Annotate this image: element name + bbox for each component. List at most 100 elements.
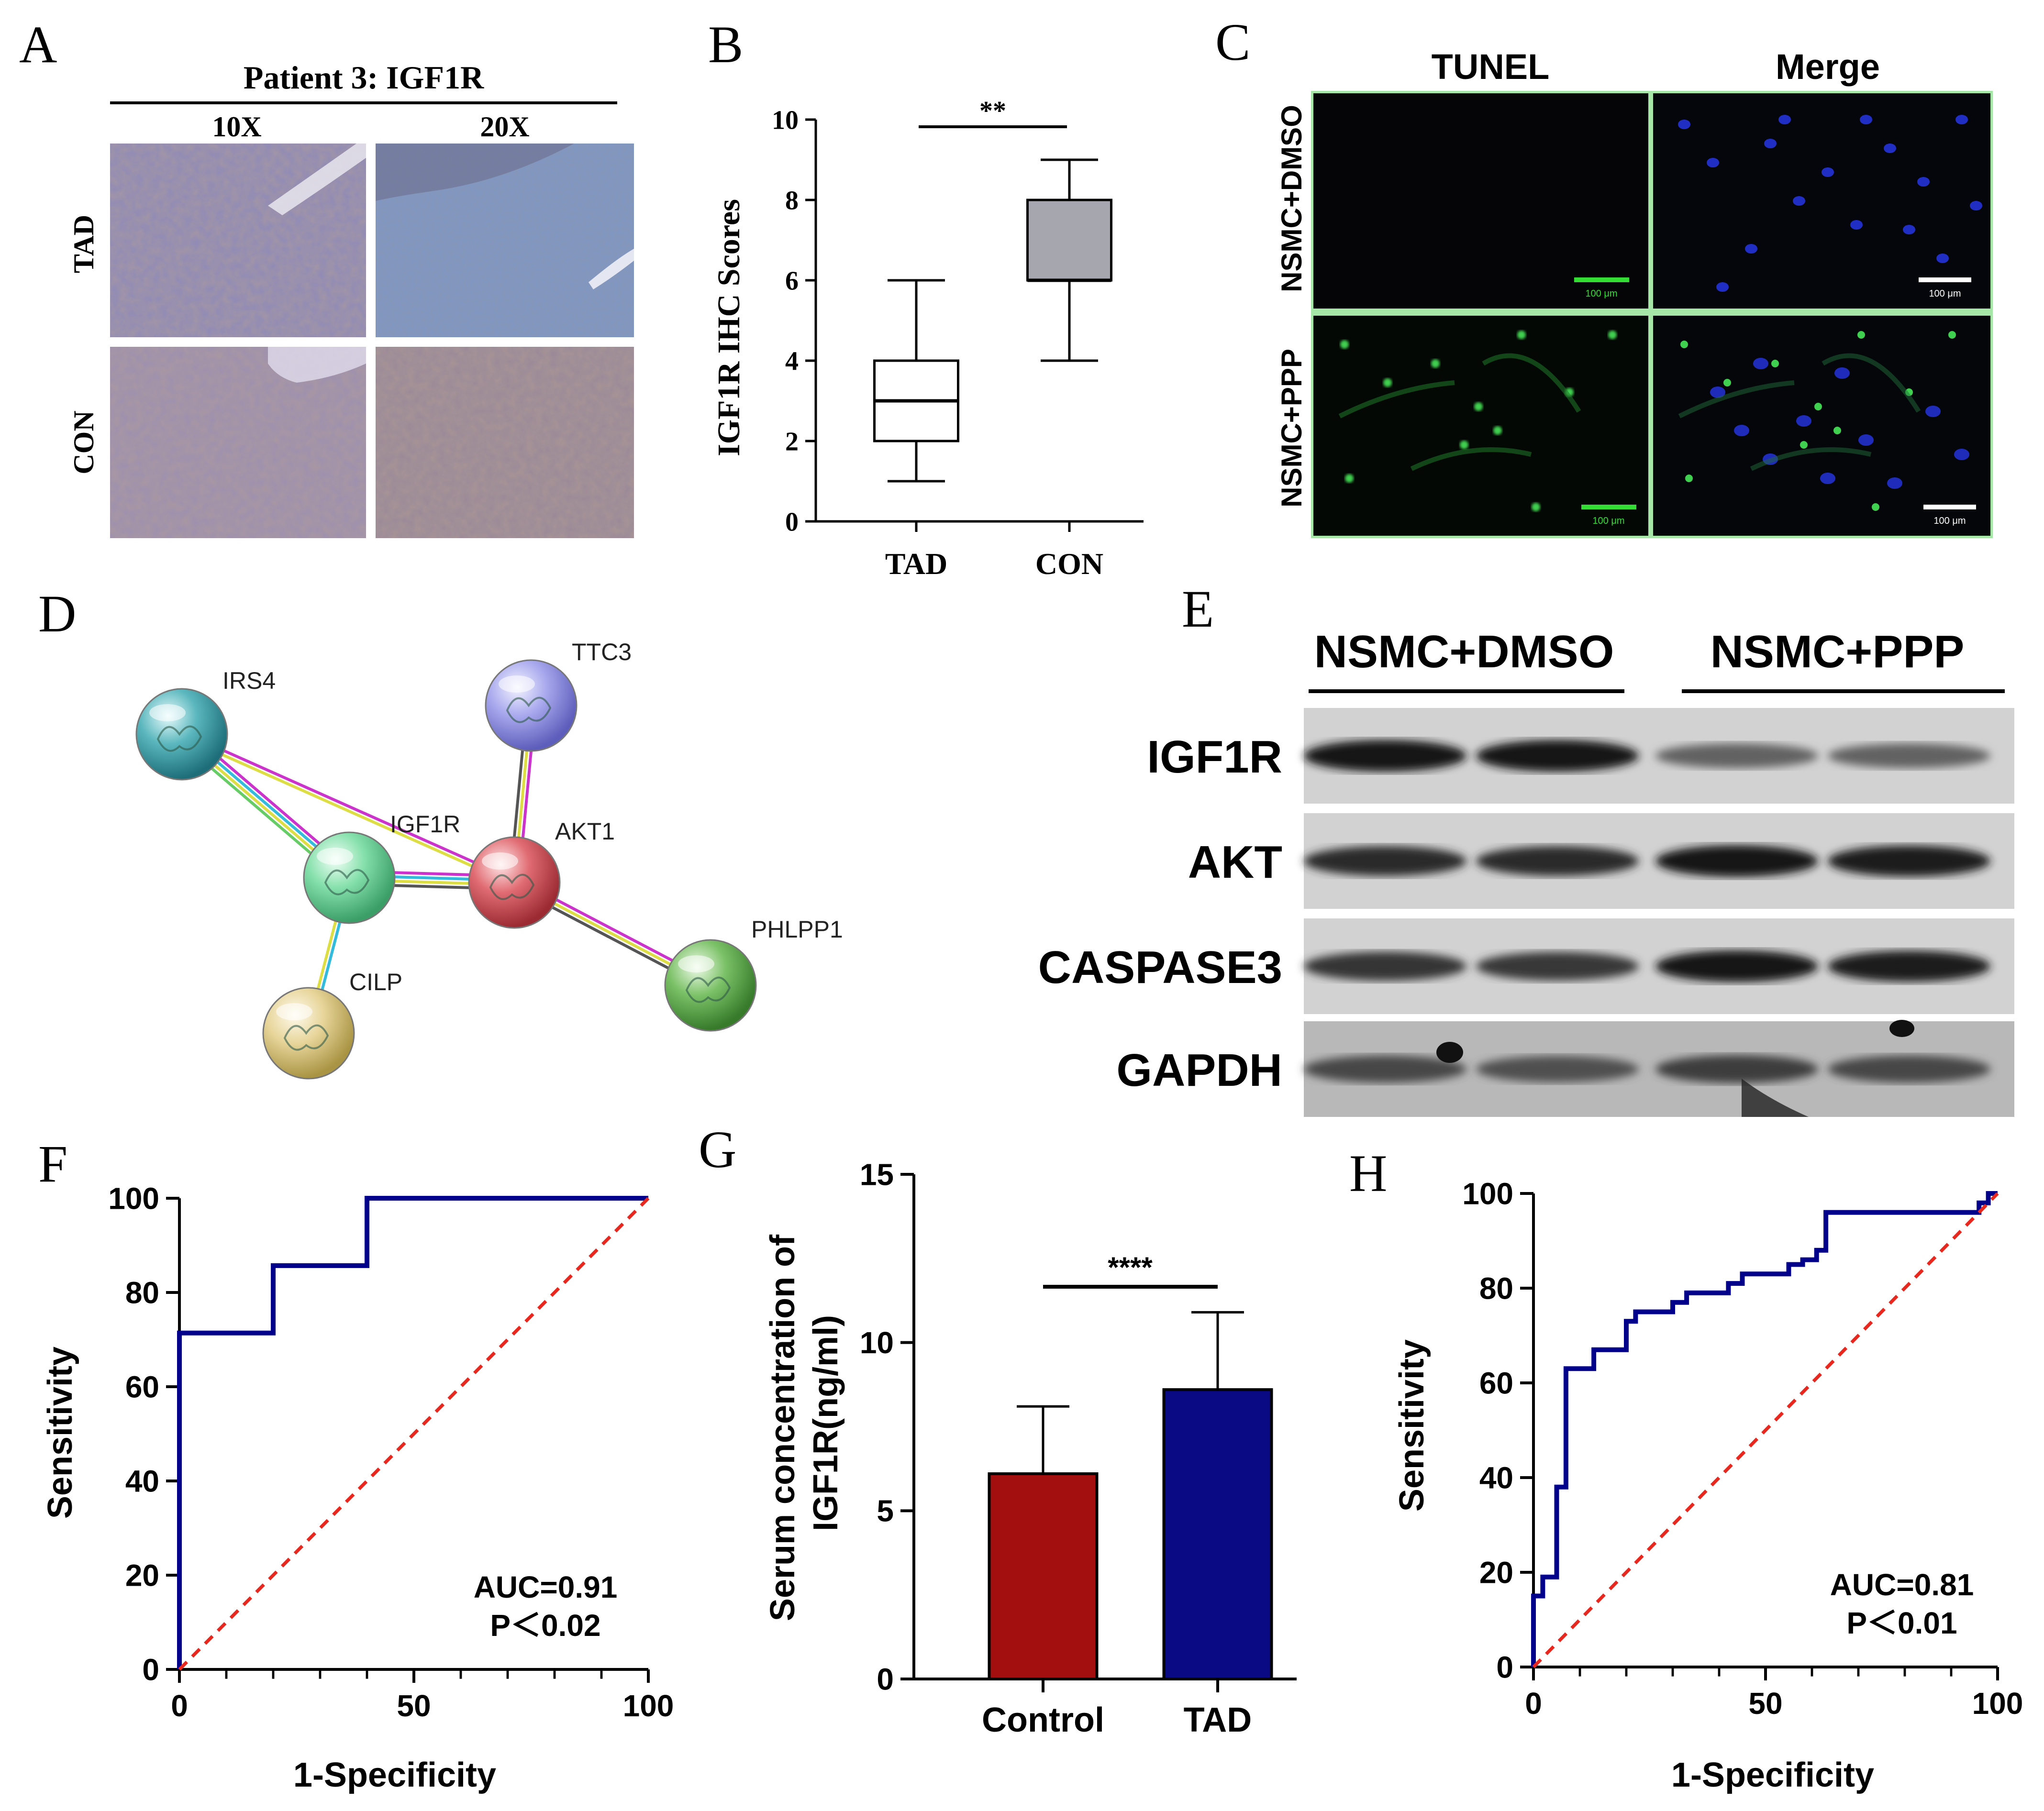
tunel-cytoplasm-strand [1482, 353, 1581, 413]
svg-text:100 μm: 100 μm [1933, 516, 1966, 526]
blot-band [1476, 1056, 1639, 1082]
y-tick-label: 8 [785, 186, 799, 216]
merge-cytoplasm-strand [1822, 353, 1921, 413]
x-tick-label-tad: TAD [1184, 1701, 1252, 1739]
panel-f-xlabel: 1-Specificity [293, 1756, 496, 1794]
panel-a-col-20x: 20X [480, 111, 529, 143]
blot-band [1304, 740, 1466, 772]
edge-irs4-akt1 [182, 731, 516, 882]
node-highlight [678, 955, 714, 972]
network-edges [177, 705, 713, 1034]
node-highlight [276, 1003, 312, 1020]
node-structure-icon [324, 869, 370, 895]
blot-band [1828, 950, 1990, 982]
tunel-dmso-image [1313, 93, 1648, 309]
y-tick-label: 80 [1479, 1271, 1513, 1305]
y-tick-label: 40 [125, 1464, 159, 1498]
nucleus-dot-dmso [1850, 220, 1863, 230]
node-highlight [149, 704, 186, 721]
tunel-ppp-image [1313, 316, 1648, 536]
y-tick-label: 5 [877, 1494, 894, 1528]
y-tick-label: 20 [1479, 1555, 1513, 1590]
blot-artifact [1742, 1079, 1809, 1117]
tunel-signal-ppp [1431, 359, 1440, 368]
panel-letter-g: G [699, 1120, 736, 1179]
panel-g-ylabel-line1: Serum concentration of [764, 1234, 802, 1621]
panel-b-ylabel: IGF1R IHC Scores [711, 199, 746, 456]
tunel-signal-merge [1872, 503, 1879, 511]
merge-cytoplasm-strand [1678, 380, 1795, 419]
blot-band [1828, 1055, 1990, 1083]
nucleus-dot-dmso [1884, 144, 1896, 153]
y-tick-label: 100 [1462, 1176, 1513, 1211]
nucleus-dot-dmso [1764, 139, 1777, 148]
panel-f-pvalue: P＜0.02 [490, 1608, 600, 1643]
tunel-signal-merge [1833, 427, 1841, 434]
node-structure-icon [489, 873, 535, 900]
y-tick-label: 60 [1479, 1366, 1513, 1400]
node-highlight [499, 675, 535, 693]
panel-f-marks [177, 1196, 650, 1671]
edge-irs4-akt1 [180, 735, 514, 886]
node-ttc3 [485, 659, 578, 752]
nucleus-dot-dmso [1678, 120, 1690, 129]
y-tick-label: 0 [785, 508, 799, 537]
x-tick-label-con: CON [1035, 547, 1103, 581]
node-structure-icon [283, 1024, 329, 1051]
panel-f-roc: Sensitivity 1-Specificity 0 20 40 60 80 100 0 5… [41, 1181, 674, 1794]
tunel-signal-merge [1800, 441, 1808, 449]
blot-artifact [1889, 1020, 1914, 1037]
scale-bar-tunel-ppp: 100 μm [1581, 505, 1636, 526]
tunel-signal-merge [1857, 331, 1865, 339]
node-highlight [317, 848, 353, 865]
blot-group-dmso: NSMC+DMSO [1314, 626, 1614, 677]
x-tick-label-control: Control [982, 1701, 1104, 1739]
y-tick-label: 0 [142, 1652, 159, 1687]
panel-h-auc: AUC=0.81 [1830, 1568, 1974, 1602]
merge-dmso-image [1653, 93, 1990, 309]
y-tick-label: 80 [125, 1275, 159, 1310]
panel-b-boxplot: IGF1R IHC Scores 0 2 4 6 8 10 TAD CON ** [711, 96, 1144, 581]
scale-bar-tunel-dmso: 100 μm [1574, 277, 1629, 299]
x-tick-label: 50 [1748, 1686, 1782, 1721]
node-phlpp1 [664, 939, 757, 1032]
blot-band [1828, 845, 1990, 877]
node-label-akt1: AKT1 [555, 818, 615, 845]
panel-a: Patient 3: IGF1R 10X 20X TAD CON [68, 59, 634, 538]
nucleus-dot-ppp [1954, 449, 1969, 460]
tunel-signal-ppp [1532, 503, 1540, 511]
blot-label-caspase3: CASPASE3 [1038, 942, 1282, 993]
nucleus-dot-dmso [1822, 167, 1834, 177]
nucleus-dot-dmso [1793, 196, 1805, 206]
nucleus-dot-ppp [1710, 386, 1725, 398]
nucleus-dot-ppp [1753, 358, 1768, 369]
nucleus-dot-ppp [1834, 367, 1850, 379]
svg-text:100 μm: 100 μm [1585, 288, 1617, 299]
blot-band [1304, 1055, 1466, 1083]
panel-c-col-tunel: TUNEL [1432, 47, 1550, 87]
panel-a-col-10x: 10X [212, 111, 261, 143]
blot-band [1476, 740, 1639, 772]
box-con [1026, 199, 1112, 282]
blot-band [1655, 743, 1818, 768]
micrograph-con-10x [110, 347, 366, 538]
nucleus-dot-dmso [1716, 282, 1729, 292]
blot-label-igf1r: IGF1R [1147, 731, 1282, 783]
x-tick-label-tad: TAD [885, 547, 947, 581]
blot-group-ppp: NSMC+PPP [1711, 626, 1965, 677]
node-akt1 [468, 836, 561, 929]
panel-h-marks [1531, 1191, 1999, 1668]
y-tick-label: 40 [1479, 1460, 1513, 1495]
bar-control [988, 1472, 1099, 1680]
tunel-signal-ppp [1608, 331, 1617, 339]
y-tick-label: 100 [108, 1181, 159, 1215]
panel-c: TUNEL Merge NSMC+DMSO NSMC+PPP 100 μm 10… [1276, 47, 1993, 538]
panel-c-row-ppp: NSMC+PPP [1276, 349, 1308, 508]
blot-band [1655, 950, 1818, 983]
panel-h-axes: 0 20 40 60 80 100 0 50 100 [1462, 1176, 2023, 1721]
panel-a-title: Patient 3: IGF1R [244, 59, 484, 96]
significance-label: ** [979, 96, 1006, 126]
node-highlight [482, 852, 518, 870]
panel-c-row-dmso: NSMC+DMSO [1276, 105, 1308, 292]
